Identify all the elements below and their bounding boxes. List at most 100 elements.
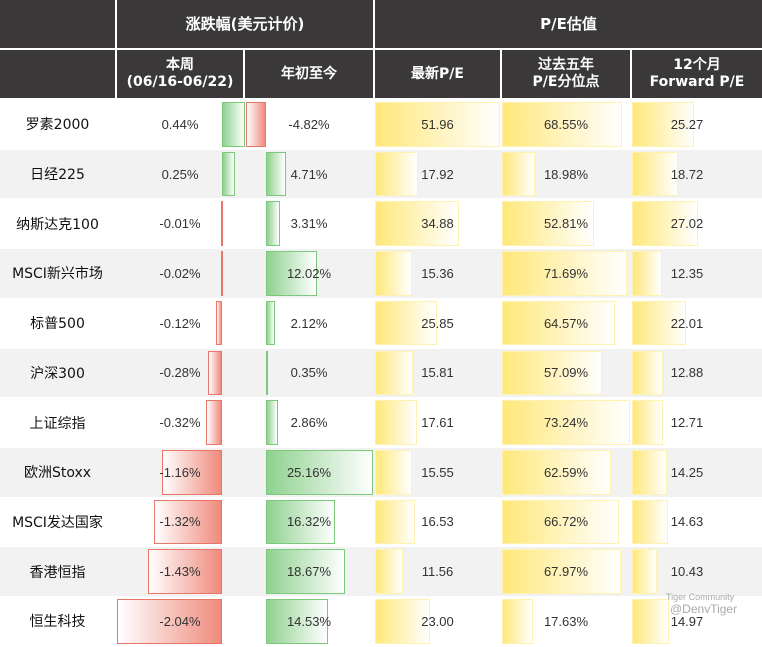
value-fpe: 12.35 xyxy=(670,265,704,281)
pe-percentile-bar xyxy=(502,151,536,197)
watermark-line1: Tiger Community xyxy=(666,592,735,602)
value-ytd: 25.16% xyxy=(286,464,332,480)
header-blank-1 xyxy=(0,0,115,48)
value-ytd: 2.12% xyxy=(290,315,328,331)
table-row: 纳斯达克100 -0.01% 3.31% 34.88 52.81% 27.02 xyxy=(0,199,762,248)
header-group-pe: P/E估值 xyxy=(375,0,762,48)
pe-percentile-bar xyxy=(502,400,630,445)
value-pe: 11.56 xyxy=(421,564,454,580)
value-fpe: 14.63 xyxy=(670,514,704,530)
value-ytd: 16.32% xyxy=(286,514,332,530)
index-name: 恒生科技 xyxy=(29,614,86,631)
pe-percentile-bar xyxy=(502,300,615,346)
value-pct: 64.57% xyxy=(543,315,589,331)
forward-pe-bar xyxy=(632,350,664,396)
value-week: -0.01% xyxy=(159,216,201,232)
value-pe: 17.92 xyxy=(421,166,454,182)
column-header-line1: 过去五年 xyxy=(538,57,594,73)
value-fpe: 12.88 xyxy=(670,365,704,381)
table-row: MSCI发达国家 -1.32% 16.32% 16.53 66.72% 14.63 xyxy=(0,498,762,547)
value-pct: 52.81% xyxy=(543,216,589,232)
table-row: MSCI新兴市场 -0.02% 12.02% 15.36 71.69% 12.35 xyxy=(0,249,762,298)
value-week: -0.28% xyxy=(159,365,201,381)
column-header-line1: 年初至今 xyxy=(281,65,337,82)
index-name: 欧洲Stoxx xyxy=(23,465,92,482)
table-row: 上证综指 -0.32% 2.86% 17.61 73.24% 12.71 xyxy=(0,398,762,447)
index-name: 日经225 xyxy=(30,167,85,184)
table-row: 香港恒指 -1.43% 18.67% 11.56 67.97% 10.43 xyxy=(0,547,762,596)
forward-pe-bar xyxy=(632,599,669,644)
value-pct: 66.72% xyxy=(543,514,589,530)
pe-bar xyxy=(375,251,412,296)
table-row: 恒生科技 -2.04% 14.53% 23.00 17.63% 14.97 xyxy=(0,597,762,646)
value-pct: 73.24% xyxy=(543,415,589,431)
header-group-change: 涨跌幅(美元计价) xyxy=(117,0,373,48)
pe-bar xyxy=(375,201,459,247)
value-fpe: 22.01 xyxy=(670,315,704,331)
pe-bar xyxy=(375,449,413,495)
index-name: 沪深300 xyxy=(30,365,85,382)
column-header-line1: 最新P/E xyxy=(411,65,464,82)
value-pe: 17.61 xyxy=(421,415,454,431)
value-pe: 25.85 xyxy=(421,315,454,331)
ytd-bar xyxy=(266,449,373,495)
index-name: 标普500 xyxy=(30,316,85,333)
value-ytd: 3.31% xyxy=(290,216,328,232)
ytd-bar xyxy=(266,251,318,296)
week-bar xyxy=(220,251,223,296)
value-pct: 18.98% xyxy=(543,166,589,182)
value-ytd: 14.53% xyxy=(286,613,332,629)
index-name: 上证综指 xyxy=(29,415,86,432)
column-header-line2: P/E分位点 xyxy=(532,74,600,90)
week-bar xyxy=(154,499,222,545)
pe-percentile-bar xyxy=(502,549,621,594)
value-pct: 67.97% xyxy=(543,564,589,580)
pe-bar xyxy=(375,300,438,346)
value-fpe: 18.72 xyxy=(670,166,704,182)
week-bar xyxy=(116,599,222,644)
value-ytd: 12.02% xyxy=(286,265,332,281)
forward-pe-bar xyxy=(632,400,664,445)
column-header: 12个月 Forward P/E xyxy=(632,50,762,98)
value-pe: 34.88 xyxy=(421,216,454,232)
value-fpe: 10.43 xyxy=(670,564,704,580)
week-bar xyxy=(222,102,245,147)
value-pct: 68.55% xyxy=(543,116,589,132)
index-name: 纳斯达克100 xyxy=(16,216,99,233)
forward-pe-bar xyxy=(632,300,686,346)
pe-bar xyxy=(375,350,414,396)
week-bar xyxy=(162,449,222,495)
table-row: 罗素2000 0.44% -4.82% 51.96 68.55% 25.27 xyxy=(0,100,762,149)
value-pct: 57.09% xyxy=(543,365,589,381)
week-bar xyxy=(205,400,222,445)
value-pct: 17.63% xyxy=(543,613,589,629)
forward-pe-bar xyxy=(632,151,678,197)
value-pct: 71.69% xyxy=(543,265,589,281)
value-pe: 16.53 xyxy=(421,514,454,530)
value-week: -0.02% xyxy=(159,265,201,281)
value-ytd: -4.82% xyxy=(288,116,330,132)
value-fpe: 25.27 xyxy=(670,116,704,132)
column-header: 最新P/E xyxy=(375,50,500,98)
value-ytd: 4.71% xyxy=(290,166,328,182)
value-week: -0.12% xyxy=(159,315,201,331)
value-week: -1.16% xyxy=(159,464,201,480)
forward-pe-bar xyxy=(632,201,698,247)
index-name: MSCI发达国家 xyxy=(12,514,103,531)
value-pe: 51.96 xyxy=(421,116,454,132)
pe-bar xyxy=(375,151,419,197)
pe-bar xyxy=(375,499,415,545)
pe-percentile-bar xyxy=(502,251,628,296)
value-week: -2.04% xyxy=(159,613,201,629)
value-week: 0.25% xyxy=(161,166,199,182)
forward-pe-bar xyxy=(632,499,668,545)
column-header: 年初至今 xyxy=(245,50,373,98)
value-pe: 23.00 xyxy=(421,613,454,629)
column-header: 本周 (06/16-06/22) xyxy=(117,50,243,98)
ytd-bar xyxy=(245,102,266,147)
week-bar xyxy=(148,549,222,594)
ytd-bar xyxy=(266,201,281,247)
week-bar xyxy=(215,300,222,346)
table-row: 欧洲Stoxx -1.16% 25.16% 15.55 62.59% 14.25 xyxy=(0,447,762,497)
